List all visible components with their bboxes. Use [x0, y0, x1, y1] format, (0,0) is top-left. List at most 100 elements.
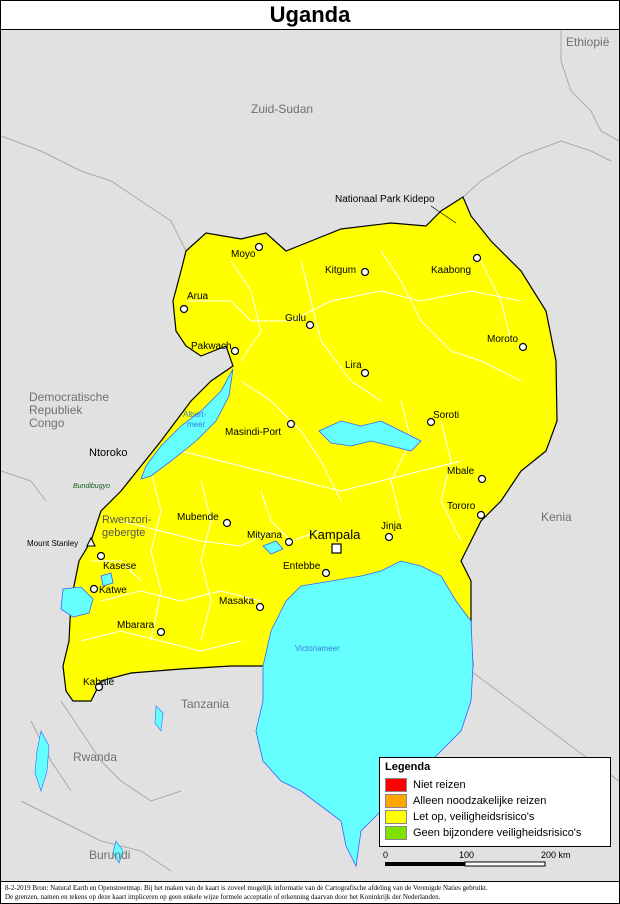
lake-small-burundi: [112, 840, 124, 864]
legend-swatch: [385, 794, 407, 808]
marker-moroto: [518, 342, 528, 352]
legend-item-noodzakelijk: Alleen noodzakelijke reizen: [385, 794, 546, 808]
label-moroto: Moroto: [487, 334, 519, 345]
label-kidepo: Nationaal Park Kidepo: [335, 194, 435, 205]
label-south-sudan: Zuid-Sudan: [251, 102, 313, 116]
label-burundi: Burundi: [89, 848, 130, 862]
marker-gulu: [305, 320, 315, 330]
lake-kivu: [34, 730, 50, 792]
district-line: [180, 450, 462, 492]
district-line: [100, 590, 262, 602]
legend-title: Legenda: [385, 761, 431, 773]
legend-label: Alleen noodzakelijke reizen: [413, 795, 547, 807]
marker-entebbe: [321, 568, 331, 578]
scale-bar-segment-1: [385, 862, 465, 866]
label-rwenzori-line1: Rwenzori-: [102, 514, 152, 526]
title-bar: Uganda: [1, 1, 619, 30]
footer-source-text: 8-2-2019 Bron: Natural Earth en Openstre…: [1, 881, 619, 903]
marker-tororo: [476, 510, 486, 520]
marker-masaka: [255, 602, 265, 612]
legend-item-niet-reizen: Niet reizen: [385, 778, 466, 792]
border-southsudan-drc: [1, 135, 187, 252]
label-rwenzori-line2: gebergte: [102, 527, 145, 539]
district-line: [480, 260, 512, 342]
label-drc-line1: Democratische: [29, 390, 109, 404]
district-line: [230, 260, 262, 362]
marker-arua: [179, 304, 189, 314]
label-mbale: Mbale: [447, 466, 475, 477]
label-moyo: Moyo: [231, 249, 256, 260]
marker-jinja: [384, 532, 394, 542]
label-bundibugyo: Bundibugyo: [73, 483, 110, 490]
label-mbarara: Mbarara: [117, 620, 155, 631]
scale-bar-segment-2: [464, 861, 546, 867]
label-soroti: Soroti: [433, 410, 459, 421]
legend-item-geen-risico: Geen bijzondere veiligheidsrisico's: [385, 826, 581, 840]
footer-line-1: 8-2-2019 Bron: Natural Earth en Openstre…: [5, 884, 488, 892]
district-line: [390, 400, 412, 522]
marker-soroti: [426, 417, 436, 427]
label-entebbe: Entebbe: [283, 561, 321, 572]
city-markers: [89, 242, 528, 692]
border-burundi: [20, 800, 172, 872]
district-line: [200, 480, 212, 642]
label-ethiopia: Ethiopië: [566, 35, 610, 49]
district-line: [260, 490, 322, 542]
neighbour-lakes: [34, 705, 164, 864]
marker-masindi: [286, 419, 296, 429]
lake-wamala: [262, 540, 284, 555]
kidepo-leader-line: [430, 205, 457, 224]
legend-label: Niet reizen: [413, 779, 466, 791]
label-kabale: Kabale: [83, 677, 115, 688]
label-masindi: Masindi-Port: [225, 427, 281, 438]
marker-moyo: [254, 242, 264, 252]
label-kaabong: Kaabong: [431, 265, 471, 276]
label-katwe: Katwe: [99, 585, 127, 596]
district-line: [186, 290, 522, 322]
border-drc-west: [1, 470, 47, 502]
lake-small-tz: [154, 705, 164, 732]
marker-mount-stanley: [86, 536, 96, 547]
district-line: [150, 470, 162, 642]
border-southsudan-kenya: [462, 140, 612, 198]
label-lira: Lira: [345, 360, 362, 371]
label-tororo: Tororo: [447, 501, 476, 512]
marker-kabale: [94, 682, 104, 692]
scale-tick-100: 100: [459, 850, 474, 860]
label-mount-stanley: Mount Stanley: [27, 539, 78, 548]
label-jinja: Jinja: [381, 521, 402, 532]
marker-mityana: [284, 537, 294, 547]
legend-swatch: [385, 810, 407, 824]
district-line: [440, 420, 462, 542]
scale-bar: 0 100 200 km: [383, 850, 571, 867]
legend-swatch: [385, 778, 407, 792]
marker-lira: [360, 368, 370, 378]
district-line: [240, 380, 342, 502]
marker-katwe: [89, 584, 99, 594]
marker-kitgum: [360, 267, 370, 277]
label-drc-line3: Congo: [29, 416, 65, 430]
lake-george: [100, 572, 114, 587]
district-line: [120, 520, 272, 547]
legend: Legenda Niet reizen Alleen noodzakelijke…: [379, 757, 611, 847]
label-arua: Arua: [187, 291, 209, 302]
map-canvas: Ethiopië Zuid-Sudan Democratische Republ…: [1, 31, 619, 872]
legend-item-let-op: Let op, veiligheidsrisico's: [385, 810, 534, 824]
legend-label: Let op, veiligheidsrisico's: [413, 811, 535, 823]
border-rwanda-tz: [60, 700, 182, 802]
lake-edward: [60, 586, 94, 618]
label-lake-victoria: Victoriameer: [295, 644, 340, 653]
border-ethiopia-kenya: [560, 31, 619, 142]
marker-mbarara: [156, 627, 166, 637]
label-kampala: Kampala: [309, 527, 361, 542]
lake-kyoga: [318, 420, 422, 452]
label-drc-line2: Republiek: [29, 403, 83, 417]
label-masaka: Masaka: [219, 596, 254, 607]
marker-mbale: [477, 474, 487, 484]
label-lake-albert-line2: meer: [187, 420, 206, 429]
marker-kaabong: [472, 253, 482, 263]
marker-kasese: [96, 551, 106, 561]
neighbour-borders: [1, 31, 619, 872]
legend-label: Geen bijzondere veiligheidsrisico's: [413, 827, 582, 839]
